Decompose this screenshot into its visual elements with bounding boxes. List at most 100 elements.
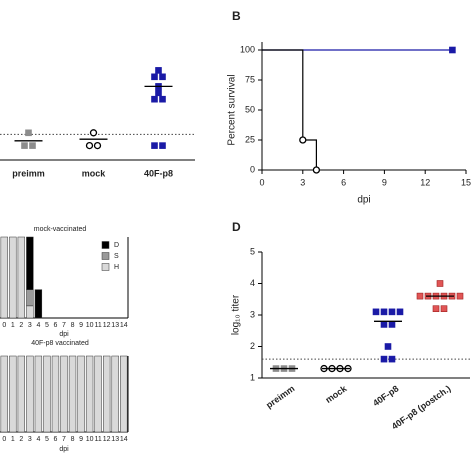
x-tick-label: 2 (19, 436, 23, 443)
x-tick-label: 4 (36, 436, 40, 443)
data-point (21, 142, 28, 149)
bar (0, 355, 8, 433)
bar (17, 236, 25, 319)
x-tick-label: 13 (111, 322, 119, 329)
x-tick-label: 6 (54, 322, 58, 329)
y-tick-label: 3 (250, 309, 255, 319)
x-tick-label: 14 (120, 436, 128, 443)
bar (26, 355, 34, 433)
data-point (440, 305, 448, 313)
x-tick-label: 0 (2, 322, 6, 329)
x-tick-label: 40F-p8 (144, 168, 173, 178)
x-tick-label: 40F-p8 (371, 383, 401, 408)
bar (111, 355, 119, 433)
x-axis-label: dpi (357, 195, 370, 206)
y-tick-label: 100 (240, 44, 255, 54)
data-point (380, 321, 388, 328)
data-point (388, 321, 396, 328)
data-point (312, 166, 321, 174)
y-tick-label: 0 (250, 164, 255, 174)
x-axis-label: dpi (59, 446, 69, 453)
data-point (151, 142, 158, 149)
data-point (436, 280, 444, 287)
data-point (372, 308, 380, 316)
y-tick-label: 2 (250, 341, 255, 351)
x-tick-label: 4 (36, 322, 40, 329)
x-tick-label: 3 (300, 177, 305, 187)
x-tick-label: preimm (12, 168, 45, 178)
x-tick-label: 5 (45, 322, 49, 329)
x-tick-label: 14 (120, 322, 128, 329)
data-point (159, 73, 166, 81)
x-tick-label: 3 (28, 436, 32, 443)
x-tick-label: 1 (11, 322, 15, 329)
legend-label: S (114, 253, 119, 260)
bar (34, 355, 43, 433)
data-point (456, 292, 464, 300)
x-tick-label: 12 (420, 177, 430, 187)
x-tick-label: mock (82, 168, 107, 178)
data-point (449, 46, 456, 54)
x-tick-label: 8 (71, 436, 75, 443)
data-point (396, 308, 404, 316)
bar (0, 236, 8, 319)
bar (85, 355, 94, 433)
x-tick-label: 0 (2, 436, 6, 443)
data-point (151, 73, 158, 81)
legend-swatch (101, 241, 110, 249)
x-tick-label: 15 (461, 177, 471, 187)
data-point (85, 141, 94, 150)
bar (94, 355, 102, 433)
data-point (380, 308, 388, 316)
x-tick-label: 11 (94, 322, 101, 329)
legend-swatch (101, 252, 110, 260)
data-point (25, 129, 32, 137)
data-point (159, 142, 166, 149)
y-axis-label: Percent survival (227, 74, 238, 145)
x-tick-label: 9 (382, 177, 387, 187)
bar (9, 236, 17, 319)
x-tick-label: 2 (19, 322, 23, 329)
data-point (93, 141, 102, 150)
bar (26, 305, 34, 319)
survival-line (262, 49, 317, 170)
x-tick-label: 10 (86, 322, 94, 329)
data-point (159, 95, 166, 103)
bar (43, 355, 51, 433)
x-tick-label: 12 (103, 436, 111, 443)
x-tick-label: 7 (62, 436, 66, 443)
chart-title: 40F-p8 vaccinated (31, 340, 89, 347)
bar (17, 355, 25, 433)
x-tick-label: 12 (103, 322, 111, 329)
x-tick-label: 0 (259, 177, 264, 187)
x-tick-label: 9 (79, 436, 83, 443)
data-point (155, 67, 162, 74)
data-point (384, 343, 392, 350)
x-tick-label: 9 (79, 322, 83, 329)
bar (34, 289, 43, 319)
y-tick-label: 25 (245, 134, 255, 144)
panel-label: D (232, 220, 241, 234)
x-tick-label: mock (324, 383, 350, 405)
data-point (416, 292, 424, 300)
legend-label: D (114, 242, 119, 249)
bar (68, 355, 77, 433)
x-tick-label: 10 (86, 436, 94, 443)
x-tick-label: 5 (45, 436, 49, 443)
data-point (432, 305, 440, 313)
bar (51, 355, 60, 433)
x-tick-label: 7 (62, 322, 66, 329)
y-tick-label: 4 (250, 278, 255, 288)
bar (26, 289, 34, 307)
x-tick-label: 6 (341, 177, 346, 187)
bar (103, 355, 111, 433)
data-point (29, 142, 36, 149)
data-point (388, 355, 396, 363)
x-tick-label: 8 (71, 322, 75, 329)
bar (120, 355, 128, 433)
x-tick-label: preimm (264, 383, 296, 410)
y-axis-label: log₁₀ titer (231, 294, 242, 335)
panel-label: B (232, 9, 241, 23)
data-point (155, 89, 162, 97)
